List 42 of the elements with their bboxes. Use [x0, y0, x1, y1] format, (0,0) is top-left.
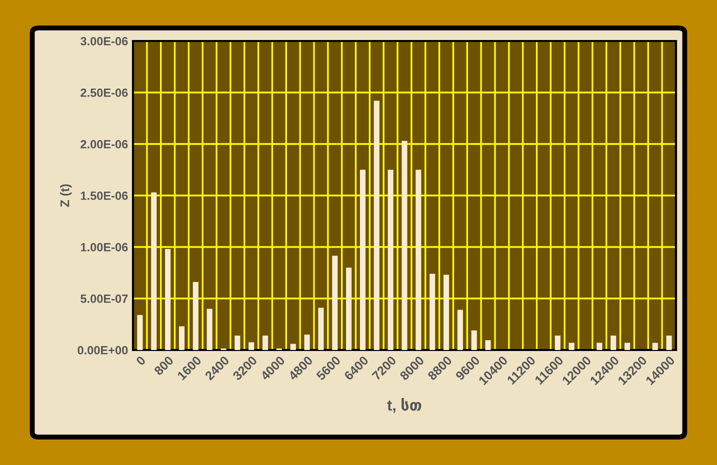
y-tick-label: 2.50E-06	[80, 88, 128, 97]
bar	[137, 314, 143, 350]
y-tick-label: 0.00E+00	[78, 346, 128, 354]
bar	[554, 336, 560, 350]
y-tick-label: 5.00E-07	[80, 294, 128, 303]
bar	[652, 342, 658, 350]
bar	[290, 344, 296, 350]
bar	[471, 330, 477, 350]
bar	[248, 342, 254, 350]
bar	[360, 170, 366, 350]
bar	[262, 336, 268, 350]
bar	[374, 100, 380, 350]
y-tick-label: 2.00E-06	[80, 140, 128, 148]
bar	[304, 334, 310, 350]
bar	[151, 192, 157, 350]
bar	[234, 336, 240, 350]
bar	[596, 342, 602, 350]
x-tick-label: 800	[154, 355, 174, 376]
bar	[416, 170, 422, 350]
bar	[332, 256, 338, 350]
bar	[610, 336, 616, 350]
bar	[624, 342, 630, 350]
bar	[430, 274, 436, 350]
y-axis-title: Z (t)	[60, 184, 72, 207]
bar	[666, 336, 672, 350]
bar	[178, 326, 185, 350]
bar	[457, 310, 463, 350]
bar	[568, 342, 574, 350]
y-tick-label: 3.00E-06	[80, 37, 128, 46]
bar	[206, 308, 212, 350]
x-axis-title: t, სთ	[387, 398, 422, 413]
bar	[346, 268, 352, 350]
y-tick-label: 1.50E-06	[80, 192, 128, 200]
bar	[318, 308, 324, 350]
bar	[165, 249, 171, 350]
bar	[485, 340, 491, 350]
bar	[388, 170, 394, 350]
bar	[402, 140, 408, 350]
x-tick-label: 0	[136, 355, 146, 366]
bar	[192, 282, 198, 350]
y-tick-label: 1.00E-06	[80, 243, 128, 252]
bar	[443, 274, 450, 350]
